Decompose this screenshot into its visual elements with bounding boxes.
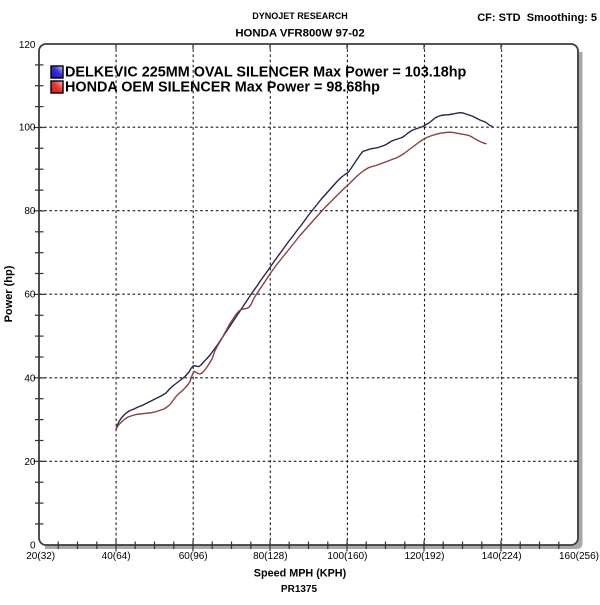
svg-text:DELKEVIC 225MM OVAL SILENCER M: DELKEVIC 225MM OVAL SILENCER Max Power =…	[65, 65, 467, 81]
svg-text:40(64): 40(64)	[102, 551, 131, 562]
svg-text:60: 60	[24, 290, 36, 301]
svg-text:20: 20	[24, 457, 36, 468]
svg-text:Speed MPH (KPH): Speed MPH (KPH)	[254, 568, 347, 580]
svg-text:120: 120	[19, 40, 36, 51]
svg-text:100: 100	[19, 123, 36, 134]
svg-text:PR1375: PR1375	[281, 584, 318, 595]
svg-text:100(160): 100(160)	[327, 551, 367, 562]
svg-text:80: 80	[24, 206, 36, 217]
svg-text:Power (hp): Power (hp)	[3, 265, 15, 322]
svg-text:CF: STD Smoothing: 5: CF: STD Smoothing: 5	[477, 12, 597, 24]
svg-text:40: 40	[24, 373, 36, 384]
svg-text:140(224): 140(224)	[482, 551, 522, 562]
svg-text:HONDA VFR800W 97-02: HONDA VFR800W 97-02	[235, 28, 364, 40]
svg-text:DYNOJET RESEARCH: DYNOJET RESEARCH	[252, 11, 348, 21]
svg-text:120(192): 120(192)	[404, 551, 444, 562]
svg-text:0: 0	[30, 540, 36, 551]
svg-text:20(32): 20(32)	[26, 551, 55, 562]
svg-text:80(128): 80(128)	[253, 551, 287, 562]
svg-text:60(96): 60(96)	[179, 551, 208, 562]
svg-text:HONDA OEM SILENCER Max Power =: HONDA OEM SILENCER Max Power = 98.68hp	[65, 80, 380, 96]
svg-text:160(256): 160(256)	[559, 551, 599, 562]
